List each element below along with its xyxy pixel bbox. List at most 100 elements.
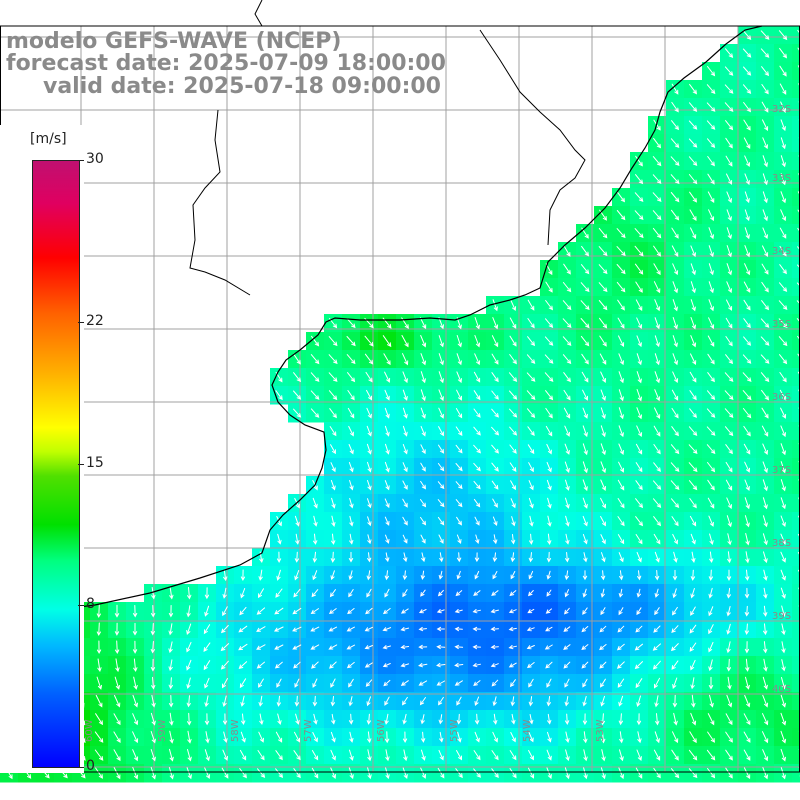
wind-speed-cell — [792, 80, 800, 99]
wind-arrow — [187, 712, 192, 726]
wind-arrow — [618, 335, 625, 348]
wind-arrow — [652, 210, 662, 221]
wind-arrow — [545, 626, 553, 632]
wind-arrow — [743, 749, 751, 761]
wind-arrow — [492, 696, 497, 707]
wind-speed-cell — [792, 548, 800, 567]
wind-arrow — [492, 498, 498, 508]
wind-arrow — [528, 570, 534, 580]
wind-arrow — [420, 714, 425, 725]
wind-arrow — [186, 659, 192, 671]
wind-arrow — [528, 480, 534, 491]
wind-arrow — [420, 516, 427, 526]
wind-arrow — [635, 534, 643, 545]
wind-arrow — [762, 245, 769, 258]
wind-arrow — [724, 372, 734, 382]
wind-speed-cell — [792, 746, 800, 765]
wind-arrow — [168, 605, 174, 618]
wind-arrow — [689, 408, 697, 419]
wind-arrow — [508, 645, 517, 650]
wind-arrow — [762, 767, 768, 780]
wind-arrow — [456, 335, 462, 348]
wind-arrow — [618, 552, 624, 563]
wind-arrow — [726, 515, 732, 528]
wind-arrow — [690, 677, 695, 690]
latitude-label: 34S — [772, 246, 792, 257]
wind-speed-cell — [792, 692, 800, 711]
wind-arrow — [546, 461, 552, 473]
wind-arrow — [562, 282, 572, 293]
wind-arrow — [150, 766, 156, 780]
wind-arrow — [150, 641, 155, 654]
wind-arrow — [204, 605, 210, 617]
wind-arrow — [528, 462, 534, 473]
wind-arrow — [114, 695, 121, 708]
wind-arrow — [691, 694, 696, 708]
wind-arrow — [348, 551, 354, 563]
wind-arrow — [437, 516, 445, 526]
wind-arrow — [582, 588, 587, 598]
wind-arrow — [744, 191, 750, 204]
wind-arrow — [490, 663, 499, 668]
wind-arrow — [580, 282, 590, 293]
colorbar-tick-label: 22 — [86, 312, 104, 329]
wind-arrow — [600, 389, 606, 401]
wind-arrow — [367, 767, 372, 780]
wind-arrow — [763, 623, 768, 636]
wind-arrow — [257, 750, 265, 761]
wind-arrow — [690, 281, 696, 294]
wind-arrow — [725, 461, 733, 473]
wind-arrow — [310, 644, 320, 650]
wind-speed-cell — [792, 26, 800, 45]
wind-arrow — [618, 607, 624, 616]
wind-arrow — [256, 661, 265, 669]
wind-arrow — [528, 696, 533, 707]
wind-speed-cell — [792, 242, 800, 261]
wind-arrow — [402, 534, 408, 544]
wind-speed-cell — [792, 98, 800, 117]
wind-arrow — [618, 695, 624, 707]
wind-arrows — [5, 29, 800, 780]
wind-arrow — [349, 749, 354, 761]
wind-arrow — [781, 605, 786, 617]
wind-arrow — [564, 443, 570, 455]
wind-arrow — [346, 644, 356, 650]
wind-arrow — [455, 426, 463, 436]
wind-arrow — [760, 336, 770, 346]
wind-arrow — [581, 661, 589, 669]
wind-arrow — [527, 336, 536, 347]
wind-arrow — [654, 317, 660, 330]
wind-arrow — [545, 300, 554, 311]
wind-arrow — [437, 481, 445, 490]
wind-arrow — [744, 227, 750, 240]
wind-arrow — [168, 659, 173, 672]
wind-arrow — [169, 712, 174, 726]
wind-arrow — [600, 570, 606, 581]
wind-arrow — [619, 731, 624, 744]
wind-arrow — [114, 640, 120, 655]
wind-arrow — [330, 731, 336, 743]
wind-arrow — [618, 588, 623, 598]
wind-arrow — [475, 534, 480, 545]
wind-arrow — [186, 767, 192, 780]
wind-arrow — [273, 626, 284, 632]
wind-arrow — [510, 299, 517, 312]
wind-arrow — [689, 515, 697, 527]
wind-arrow — [600, 479, 606, 491]
wind-arrow — [635, 767, 643, 779]
wind-arrow — [654, 695, 659, 708]
wind-arrow — [402, 589, 408, 598]
wind-arrow — [204, 713, 210, 726]
wind-arrow — [312, 678, 318, 688]
wind-arrow — [436, 662, 446, 668]
wind-arrow — [239, 678, 247, 689]
wind-arrow — [671, 120, 680, 131]
wind-arrow — [454, 609, 463, 614]
wind-arrow — [636, 335, 642, 348]
wind-arrow — [762, 515, 768, 528]
wind-arrow — [565, 497, 570, 509]
wind-speed-cell — [792, 170, 800, 189]
wind-arrow — [96, 640, 102, 655]
wind-arrow — [778, 30, 788, 41]
